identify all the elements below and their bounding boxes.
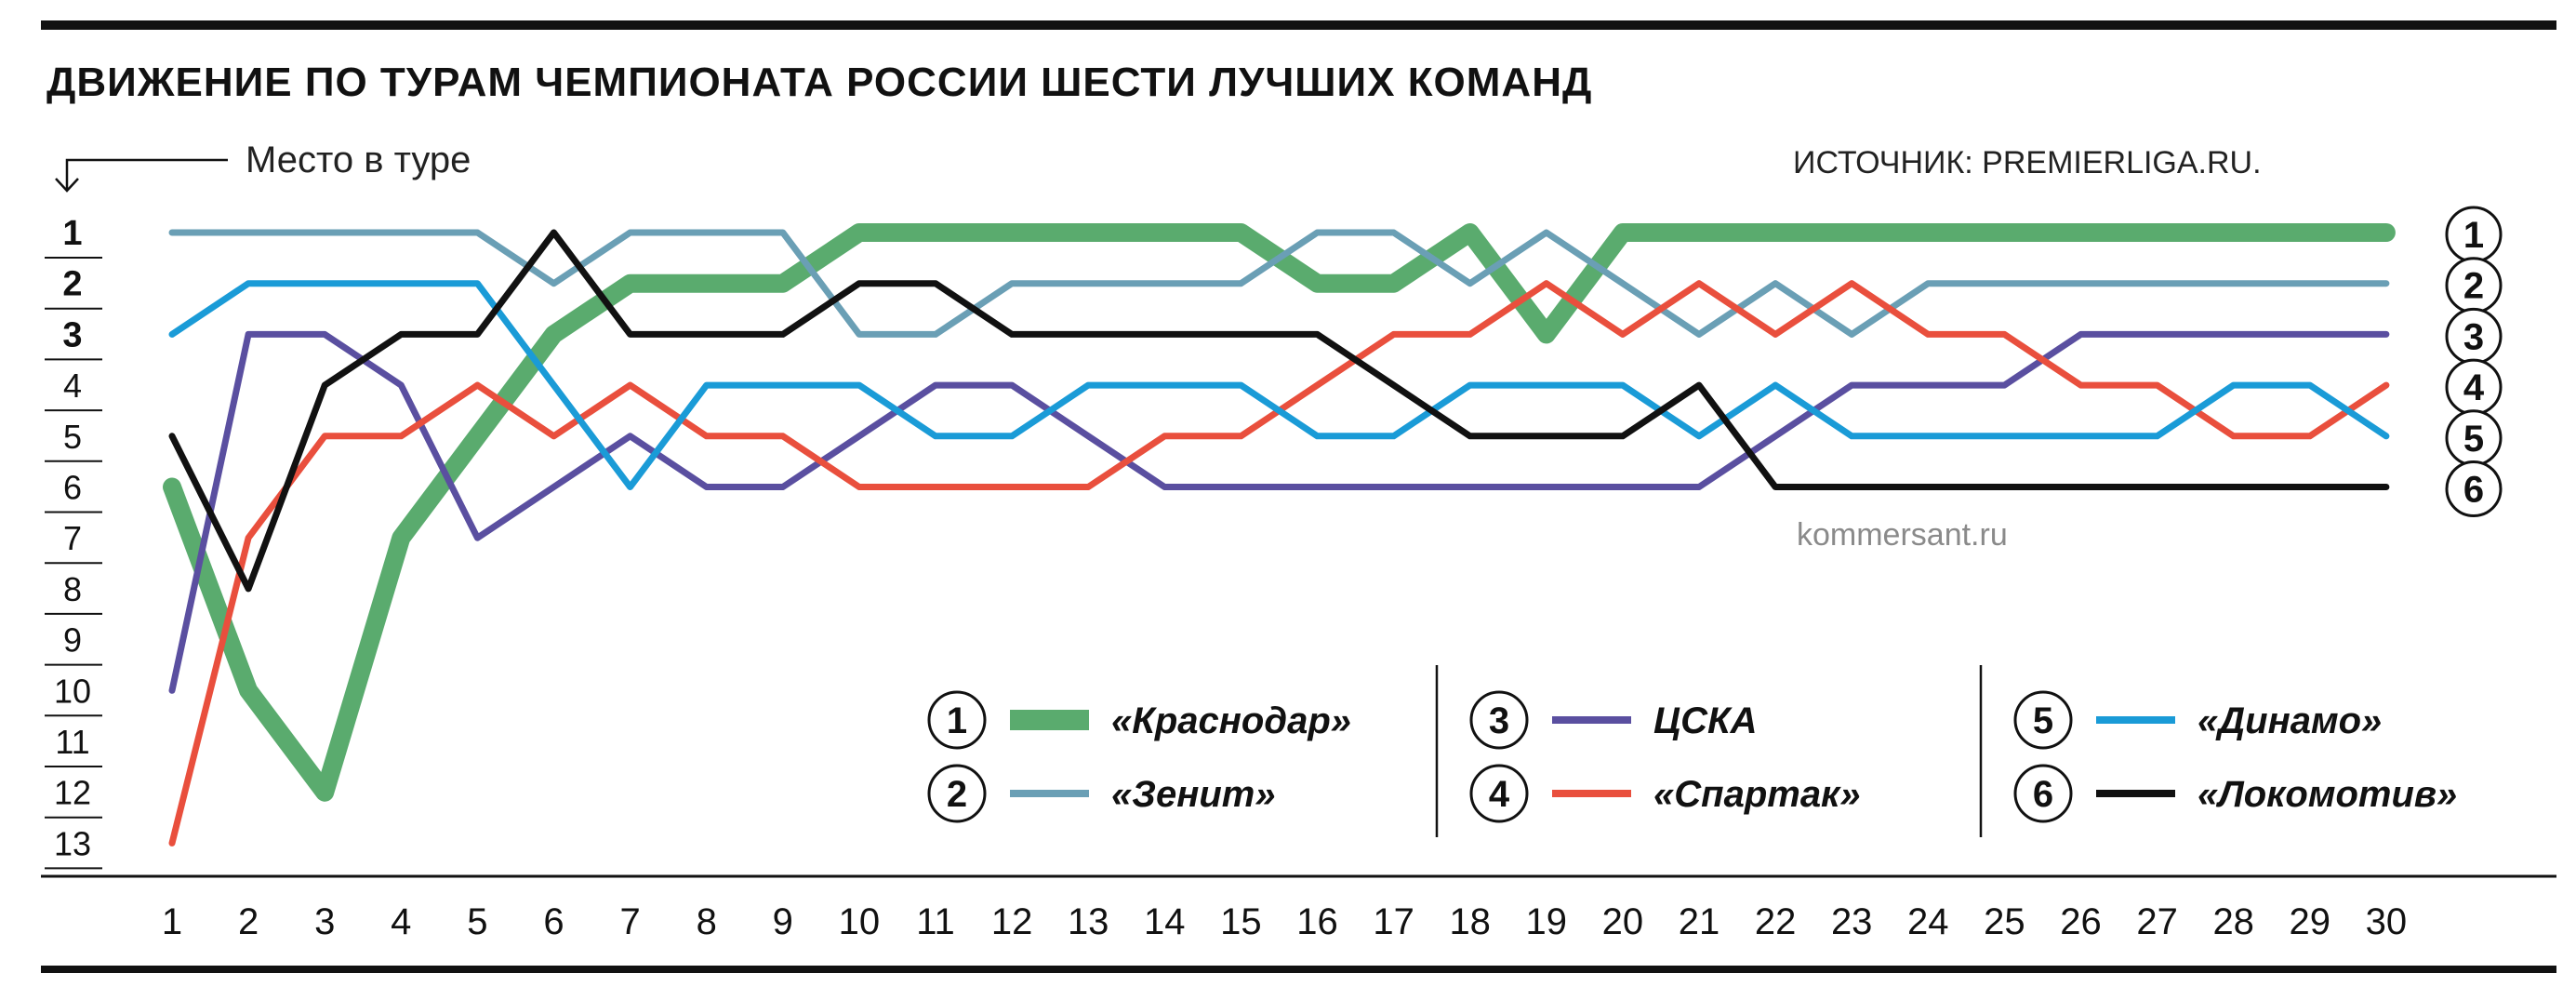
- y-tick-label: 5: [63, 418, 82, 456]
- legend-number-circle: [927, 764, 987, 823]
- x-tick-label: 17: [1373, 901, 1414, 942]
- legend: 1 «Краснодар» 2 «Зенит» 3 ЦСКА 4 «Спартак» 5 «Дин…: [927, 665, 2457, 837]
- chart-title: ДВИЖЕНИЕ ПО ТУРАМ ЧЕМПИОНАТА РОССИИ ШЕСТ…: [46, 60, 1592, 105]
- x-tick-label: 30: [2366, 901, 2408, 942]
- end-labels: 1 2 3 4 5 6: [2445, 206, 2503, 517]
- x-tick-label: 16: [1296, 901, 1338, 942]
- end-label-circle: [2445, 460, 2503, 517]
- legend-number-circle: [927, 690, 987, 750]
- y-tick-label: 11: [55, 723, 89, 761]
- x-tick-label: 24: [1907, 901, 1949, 942]
- x-tick-label: 25: [1984, 901, 2025, 942]
- watermark: kommersant.ru: [1797, 517, 2008, 553]
- legend-label: «Динамо»: [2198, 700, 2382, 741]
- series-line-4: [168, 280, 2390, 847]
- legend-number: 1: [947, 700, 967, 741]
- x-tick-label: 28: [2212, 901, 2254, 942]
- x-tick-label: 12: [991, 901, 1033, 942]
- y-tick-label: 12: [54, 774, 91, 812]
- end-label: 6: [2463, 470, 2484, 511]
- series-line-6: [168, 229, 2390, 593]
- x-ticks: 1 2 3 4 5 6 7 8 9 10 11 12 13 14 15 16 17 18 19 20 21 22 23 24 2…: [162, 901, 2407, 942]
- x-tick-label: 10: [839, 901, 881, 942]
- legend-label: «Локомотив»: [2198, 774, 2457, 815]
- end-label: 3: [2463, 316, 2484, 357]
- legend-number-circle: [1469, 764, 1529, 823]
- x-tick-label: 1: [162, 901, 182, 942]
- legend-number: 6: [2033, 774, 2053, 815]
- bottom-rule: [41, 966, 2556, 973]
- y-tick-label: 6: [63, 469, 82, 507]
- legend-label: «Краснодар»: [1111, 700, 1351, 741]
- x-tick-label: 18: [1449, 901, 1491, 942]
- x-tick-label: 9: [773, 901, 793, 942]
- end-label: 4: [2463, 367, 2485, 408]
- y-label-arrow: [55, 158, 228, 193]
- x-tick-label: 6: [543, 901, 564, 942]
- x-tick-label: 7: [619, 901, 640, 942]
- y-tick-label: 2: [62, 265, 82, 304]
- end-label: 1: [2463, 215, 2484, 256]
- x-tick-label: 26: [2060, 901, 2102, 942]
- legend-number-circle: [1469, 690, 1529, 750]
- y-tick-label: 10: [54, 672, 91, 710]
- legend-number-circle: [2013, 764, 2073, 823]
- y-axis-label: Место в туре: [246, 140, 471, 180]
- legend-number: 5: [2033, 700, 2053, 741]
- x-tick-label: 11: [916, 901, 955, 942]
- legend-number-circle: [2013, 690, 2073, 750]
- y-tick-label: 1: [62, 214, 82, 253]
- series-line-5: [168, 280, 2390, 490]
- x-tick-label: 2: [238, 901, 259, 942]
- series-line-3: [168, 330, 2390, 694]
- end-label: 2: [2463, 266, 2484, 307]
- y-tick-label: 13: [54, 824, 91, 862]
- x-tick-label: 14: [1144, 901, 1186, 942]
- y-tick-label: 4: [63, 367, 82, 405]
- x-tick-label: 29: [2290, 901, 2331, 942]
- y-tick-label: 7: [63, 519, 82, 557]
- x-tick-label: 22: [1755, 901, 1797, 942]
- legend-label: ЦСКА: [1653, 700, 1758, 741]
- top-rule: [41, 20, 2556, 30]
- x-tick-label: 20: [1602, 901, 1644, 942]
- x-tick-label: 3: [314, 901, 335, 942]
- x-tick-label: 8: [697, 901, 717, 942]
- legend-label: «Спартак»: [1653, 774, 1861, 815]
- end-label: 5: [2463, 419, 2484, 460]
- x-tick-label: 27: [2136, 901, 2178, 942]
- x-tick-label: 5: [467, 901, 487, 942]
- y-tick-label: 8: [63, 570, 82, 608]
- series-lines: [163, 223, 2396, 847]
- x-tick-label: 19: [1526, 901, 1568, 942]
- legend-label: «Зенит»: [1111, 774, 1276, 815]
- y-tick-label: 3: [62, 315, 82, 354]
- x-tick-label: 4: [391, 901, 411, 942]
- series-line-2: [168, 229, 2390, 338]
- legend-number: 3: [1489, 700, 1509, 741]
- y-tick-label: 9: [63, 621, 82, 660]
- x-tick-label: 23: [1831, 901, 1873, 942]
- legend-number: 2: [947, 774, 967, 815]
- legend-number: 4: [1489, 774, 1510, 815]
- x-tick-label: 21: [1679, 901, 1720, 942]
- source-note: ИСТОЧНИК: PREMIERLIGA.RU.: [1793, 145, 2262, 180]
- x-tick-label: 13: [1068, 901, 1109, 942]
- x-tick-label: 15: [1220, 901, 1262, 942]
